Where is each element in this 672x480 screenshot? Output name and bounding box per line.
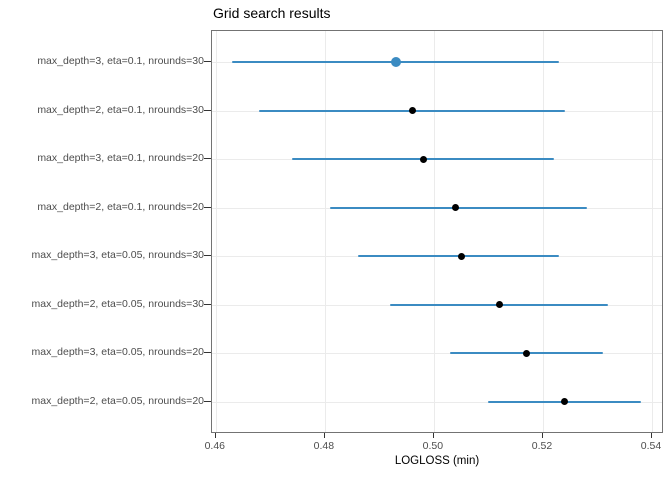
y-axis-tick — [204, 352, 211, 353]
x-axis-tick — [651, 433, 652, 438]
y-axis-tick — [204, 206, 211, 208]
x-axis-tick — [542, 433, 543, 438]
y-axis-tick — [204, 61, 211, 62]
plot-panel — [211, 30, 663, 433]
y-axis-tick — [204, 158, 211, 159]
y-axis-label: max_depth=2, eta=0.05, nrounds=20 — [31, 394, 204, 407]
gridline-horizontal — [212, 401, 662, 403]
y-axis-label: max_depth=3, eta=0.1, nrounds=20 — [37, 152, 204, 164]
x-axis-tick — [323, 433, 325, 438]
x-axis-tick-label: 0.48 — [313, 440, 335, 452]
y-axis-label: max_depth=2, eta=0.1, nrounds=20 — [37, 200, 204, 213]
x-axis-tick — [214, 433, 216, 438]
result-point — [408, 107, 416, 114]
x-axis-tick — [432, 433, 434, 438]
result-point — [419, 155, 427, 163]
y-axis-label: max_depth=3, eta=0.05, nrounds=20 — [31, 346, 204, 358]
gridline-vertical — [215, 31, 217, 432]
x-axis-tick-label: 0.52 — [531, 440, 553, 452]
y-axis-label: max_depth=2, eta=0.05, nrounds=30 — [31, 297, 204, 310]
x-axis-tick-label: 0.46 — [204, 440, 226, 452]
y-axis-tick — [204, 303, 211, 305]
gridline-vertical — [543, 31, 544, 432]
y-axis-tick — [204, 400, 211, 402]
chart-title: Grid search results — [213, 5, 331, 21]
x-axis-title: LOGLOSS (min) — [394, 455, 480, 467]
gridline-horizontal — [212, 353, 662, 354]
y-axis-label: max_depth=3, eta=0.05, nrounds=30 — [31, 249, 204, 261]
result-point — [495, 301, 503, 308]
gridline-vertical — [324, 31, 326, 432]
gridline-vertical — [433, 31, 435, 432]
result-point — [457, 252, 465, 260]
result-point — [561, 398, 569, 405]
y-axis-label: max_depth=3, eta=0.1, nrounds=30 — [37, 55, 204, 67]
x-axis-tick-label: 0.54 — [640, 440, 662, 452]
x-axis-tick-label: 0.50 — [422, 440, 444, 452]
result-point — [523, 349, 531, 357]
gridline-vertical — [652, 31, 653, 432]
y-axis-tick — [204, 109, 211, 111]
y-axis-tick — [204, 255, 211, 256]
best-result-point — [390, 57, 401, 67]
result-point — [452, 204, 460, 211]
y-axis-label: max_depth=2, eta=0.1, nrounds=30 — [37, 103, 204, 116]
